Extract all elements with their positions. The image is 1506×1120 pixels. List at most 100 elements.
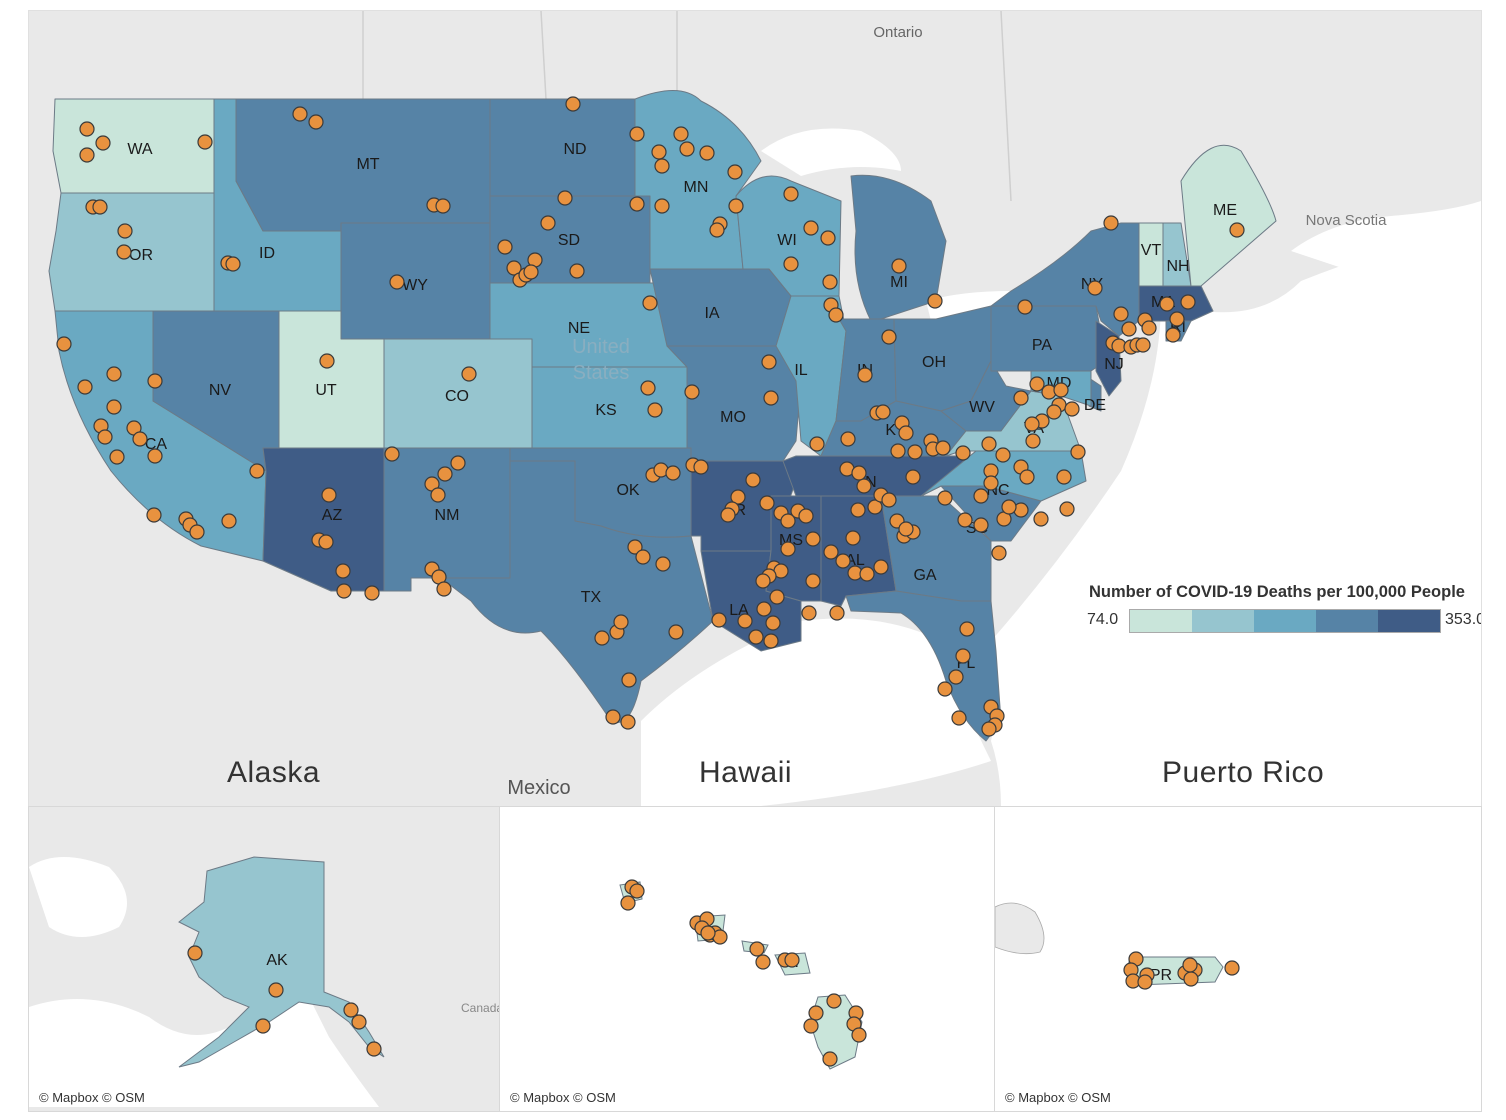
facility-marker[interactable] bbox=[959, 621, 975, 637]
facility-marker[interactable] bbox=[851, 465, 867, 481]
facility-marker[interactable] bbox=[981, 721, 997, 737]
facility-marker[interactable] bbox=[700, 925, 716, 941]
facility-marker[interactable] bbox=[79, 121, 95, 137]
facility-marker[interactable] bbox=[850, 502, 866, 518]
facility-marker[interactable] bbox=[805, 573, 821, 589]
facility-marker[interactable] bbox=[803, 220, 819, 236]
facility-marker[interactable] bbox=[881, 492, 897, 508]
facility-marker[interactable] bbox=[651, 144, 667, 160]
facility-marker[interactable] bbox=[840, 431, 856, 447]
facility-marker[interactable] bbox=[783, 256, 799, 272]
facility-marker[interactable] bbox=[364, 585, 380, 601]
facility-marker[interactable] bbox=[430, 487, 446, 503]
facility-marker[interactable] bbox=[749, 941, 765, 957]
facility-marker[interactable] bbox=[109, 449, 125, 465]
facility-marker[interactable] bbox=[948, 669, 964, 685]
facility-marker[interactable] bbox=[981, 436, 997, 452]
facility-marker[interactable] bbox=[1013, 390, 1029, 406]
facility-marker[interactable] bbox=[308, 114, 324, 130]
facility-marker[interactable] bbox=[745, 472, 761, 488]
facility-marker[interactable] bbox=[973, 488, 989, 504]
facility-marker[interactable] bbox=[1180, 294, 1196, 310]
facility-marker[interactable] bbox=[384, 446, 400, 462]
facility-marker[interactable] bbox=[991, 545, 1007, 561]
facility-marker[interactable] bbox=[828, 307, 844, 323]
facility-marker[interactable] bbox=[1183, 971, 1199, 987]
facility-marker[interactable] bbox=[629, 196, 645, 212]
facility-marker[interactable] bbox=[805, 531, 821, 547]
facility-marker[interactable] bbox=[820, 230, 836, 246]
facility-marker[interactable] bbox=[497, 239, 513, 255]
facility-marker[interactable] bbox=[763, 633, 779, 649]
facility-marker[interactable] bbox=[728, 198, 744, 214]
facility-marker[interactable] bbox=[635, 549, 651, 565]
facility-marker[interactable] bbox=[798, 508, 814, 524]
facility-marker[interactable] bbox=[435, 198, 451, 214]
facility-marker[interactable] bbox=[436, 581, 452, 597]
facility-marker[interactable] bbox=[629, 126, 645, 142]
facility-marker[interactable] bbox=[822, 1051, 838, 1067]
facility-marker[interactable] bbox=[1064, 401, 1080, 417]
facility-marker[interactable] bbox=[605, 709, 621, 725]
facility-marker[interactable] bbox=[665, 465, 681, 481]
facility-marker[interactable] bbox=[829, 605, 845, 621]
facility-marker[interactable] bbox=[957, 512, 973, 528]
facility-marker[interactable] bbox=[857, 367, 873, 383]
facility-marker[interactable] bbox=[891, 258, 907, 274]
facility-marker[interactable] bbox=[1087, 280, 1103, 296]
facility-marker[interactable] bbox=[951, 710, 967, 726]
facility-marker[interactable] bbox=[668, 624, 684, 640]
facility-marker[interactable] bbox=[905, 469, 921, 485]
facility-marker[interactable] bbox=[890, 443, 906, 459]
facility-marker[interactable] bbox=[1135, 337, 1151, 353]
facility-marker[interactable] bbox=[321, 487, 337, 503]
facility-marker[interactable] bbox=[1229, 222, 1245, 238]
alaska-inset-map[interactable]: AK Canada © Mapbox © OSM bbox=[28, 806, 500, 1112]
facility-marker[interactable] bbox=[92, 199, 108, 215]
facility-marker[interactable] bbox=[859, 566, 875, 582]
facility-marker[interactable] bbox=[881, 329, 897, 345]
facility-marker[interactable] bbox=[973, 517, 989, 533]
facility-marker[interactable] bbox=[763, 390, 779, 406]
facility-marker[interactable] bbox=[77, 379, 93, 395]
facility-marker[interactable] bbox=[1033, 511, 1049, 527]
facility-marker[interactable] bbox=[1169, 311, 1185, 327]
facility-marker[interactable] bbox=[1141, 320, 1157, 336]
facility-marker[interactable] bbox=[809, 436, 825, 452]
facility-marker[interactable] bbox=[292, 106, 308, 122]
facility-marker[interactable] bbox=[898, 521, 914, 537]
facility-marker[interactable] bbox=[629, 883, 645, 899]
facility-marker[interactable] bbox=[569, 263, 585, 279]
facility-marker[interactable] bbox=[336, 583, 352, 599]
facility-marker[interactable] bbox=[1001, 499, 1017, 515]
facility-marker[interactable] bbox=[765, 615, 781, 631]
facility-marker[interactable] bbox=[693, 459, 709, 475]
facility-marker[interactable] bbox=[1103, 215, 1119, 231]
facility-marker[interactable] bbox=[1017, 299, 1033, 315]
facility-marker[interactable] bbox=[1165, 327, 1181, 343]
facility-marker[interactable] bbox=[756, 601, 772, 617]
facility-marker[interactable] bbox=[1019, 469, 1035, 485]
facility-marker[interactable] bbox=[1224, 960, 1240, 976]
facility-marker[interactable] bbox=[461, 366, 477, 382]
facility-marker[interactable] bbox=[784, 952, 800, 968]
attribution-alaska[interactable]: © Mapbox © OSM bbox=[39, 1090, 145, 1105]
attribution-puerto-rico[interactable]: © Mapbox © OSM bbox=[1005, 1090, 1111, 1105]
facility-marker[interactable] bbox=[679, 141, 695, 157]
facility-marker[interactable] bbox=[197, 134, 213, 150]
facility-marker[interactable] bbox=[983, 475, 999, 491]
facility-marker[interactable] bbox=[343, 1002, 359, 1018]
facility-marker[interactable] bbox=[621, 672, 637, 688]
facility-marker[interactable] bbox=[249, 463, 265, 479]
puerto-rico-inset-map[interactable]: PR © Mapbox © OSM bbox=[994, 806, 1482, 1112]
facility-marker[interactable] bbox=[875, 404, 891, 420]
facility-marker[interactable] bbox=[97, 429, 113, 445]
facility-marker[interactable] bbox=[640, 380, 656, 396]
facility-marker[interactable] bbox=[823, 544, 839, 560]
facility-marker[interactable] bbox=[654, 198, 670, 214]
facility-marker[interactable] bbox=[727, 164, 743, 180]
facility-marker[interactable] bbox=[937, 681, 953, 697]
facility-marker[interactable] bbox=[523, 264, 539, 280]
facility-marker[interactable] bbox=[808, 1005, 824, 1021]
facility-marker[interactable] bbox=[851, 1027, 867, 1043]
